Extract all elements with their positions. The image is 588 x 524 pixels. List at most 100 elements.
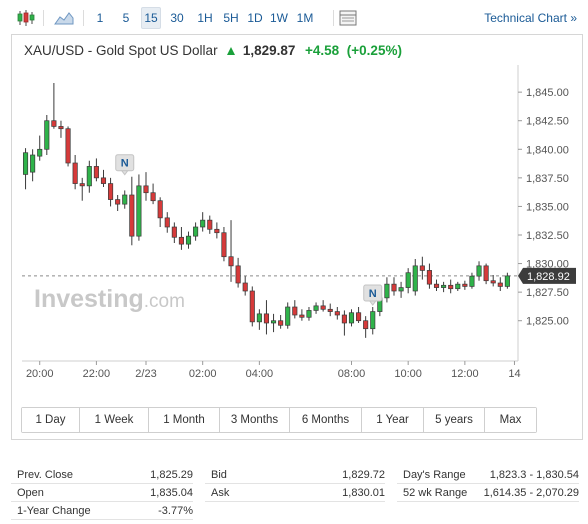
candle bbox=[441, 281, 447, 293]
interval-button-30[interactable]: 30 bbox=[170, 11, 184, 25]
candle-body bbox=[51, 120, 57, 127]
x-tick-label: 02:00 bbox=[189, 368, 217, 380]
interval-button-1h[interactable]: 1H bbox=[197, 11, 213, 25]
candle-body bbox=[228, 256, 234, 267]
stat-label: Bid bbox=[211, 469, 227, 481]
range-button-3-months[interactable]: 3 Months bbox=[220, 408, 290, 432]
candle-body bbox=[278, 320, 284, 326]
candle bbox=[490, 275, 496, 287]
interval-button-1d[interactable]: 1D bbox=[247, 11, 263, 25]
candle-body bbox=[129, 194, 135, 237]
candle-body bbox=[398, 287, 404, 292]
interval-button-1w[interactable]: 1W bbox=[270, 11, 288, 25]
watermark-part2: .com bbox=[144, 291, 185, 312]
interval-button-5[interactable]: 5 bbox=[122, 11, 130, 25]
candle-body bbox=[292, 306, 298, 316]
range-button-max[interactable]: Max bbox=[485, 408, 536, 432]
candle-body bbox=[136, 185, 142, 237]
time-range-selector: 1 Day 1 Week 1 Month 3 Months 6 Months 1 Year… bbox=[21, 407, 537, 433]
candle bbox=[348, 309, 355, 327]
candle bbox=[469, 272, 475, 289]
candle-body bbox=[263, 313, 270, 324]
candle-body bbox=[30, 154, 36, 173]
y-tick-label: 1,845.00 bbox=[526, 87, 569, 99]
candle bbox=[58, 120, 64, 138]
x-tick-label: 20:00 bbox=[26, 368, 54, 380]
interval-button-15[interactable]: 15 bbox=[141, 7, 161, 29]
candle-body bbox=[341, 314, 347, 324]
candle bbox=[30, 149, 36, 182]
investing-watermark: Investing.com bbox=[34, 285, 185, 313]
technical-chart-link[interactable]: Technical Chart » bbox=[484, 7, 577, 29]
stat-value: 1,830.01 bbox=[342, 487, 385, 499]
candle-body bbox=[37, 148, 43, 157]
candle-body bbox=[490, 280, 496, 284]
range-button-1-day[interactable]: 1 Day bbox=[22, 408, 80, 432]
range-button-6-months[interactable]: 6 Months bbox=[290, 408, 362, 432]
candle bbox=[278, 315, 284, 329]
candle-body bbox=[86, 166, 92, 187]
range-button-1-month[interactable]: 1 Month bbox=[149, 408, 220, 432]
candle-body bbox=[242, 282, 248, 292]
stat-bid: Bid 1,829.72 bbox=[205, 466, 385, 484]
stat-days-range: Day's Range 1,823.3 - 1,830.54 bbox=[397, 466, 579, 484]
candle-body bbox=[441, 284, 447, 288]
candle bbox=[242, 276, 248, 296]
range-button-1-year[interactable]: 1 Year bbox=[362, 408, 424, 432]
stat-value: 1,823.3 - 1,830.54 bbox=[489, 469, 579, 481]
x-tick-label: 22:00 bbox=[83, 368, 111, 380]
news-marker[interactable]: N bbox=[363, 284, 383, 306]
candle-body bbox=[370, 311, 376, 330]
stat-label: Ask bbox=[211, 487, 230, 499]
instrument-name: XAU/USD - Gold Spot US Dollar bbox=[24, 43, 218, 58]
interval-button-1m[interactable]: 1M bbox=[296, 11, 314, 25]
news-marker[interactable]: N bbox=[115, 154, 135, 176]
news-marker-pointer bbox=[368, 300, 377, 306]
candle-body bbox=[221, 232, 227, 258]
range-button-5-years[interactable]: 5 years bbox=[424, 408, 485, 432]
candle-body bbox=[320, 305, 326, 310]
news-marker-pointer bbox=[120, 170, 129, 176]
candle-body bbox=[462, 283, 468, 287]
candle bbox=[65, 126, 71, 167]
last-price: 1,829.87 bbox=[242, 43, 296, 58]
candle bbox=[341, 310, 347, 336]
table-icon[interactable] bbox=[337, 7, 359, 29]
candle bbox=[327, 303, 333, 317]
candle-body bbox=[200, 219, 206, 228]
candle bbox=[504, 272, 510, 289]
candle-body bbox=[306, 310, 312, 318]
candle bbox=[433, 279, 440, 291]
last-price-tag-label: 1,828.92 bbox=[527, 271, 570, 283]
candle bbox=[249, 286, 255, 327]
candle-body bbox=[348, 312, 355, 324]
news-marker-label: N bbox=[121, 158, 129, 170]
x-tick-label: 14 bbox=[508, 368, 520, 380]
news-marker-label: N bbox=[369, 288, 377, 300]
candle-body bbox=[412, 265, 418, 292]
candle-body bbox=[108, 183, 114, 200]
candle bbox=[398, 281, 404, 298]
stat-value: -3.77% bbox=[158, 505, 193, 517]
candle-body bbox=[214, 228, 220, 234]
candle-body bbox=[313, 305, 319, 311]
candle bbox=[370, 307, 376, 335]
candle bbox=[256, 309, 262, 330]
candle bbox=[419, 256, 425, 280]
y-tick-label: 1,842.50 bbox=[526, 116, 569, 128]
price-chart[interactable]: 1,825.00 1,827.50 1,830.00 1,832.50 1,835.00… bbox=[12, 35, 584, 405]
candle-body bbox=[433, 283, 440, 288]
candlestick-icon[interactable] bbox=[15, 7, 37, 29]
stat-label: Day's Range bbox=[403, 469, 466, 481]
candle bbox=[108, 177, 114, 207]
candle-body bbox=[270, 320, 277, 324]
mountain-chart-icon[interactable] bbox=[53, 7, 75, 29]
candle-body bbox=[22, 152, 29, 175]
interval-button-1[interactable]: 1 bbox=[96, 11, 104, 25]
candle bbox=[164, 212, 170, 233]
candle-body bbox=[72, 162, 78, 184]
range-button-1-week[interactable]: 1 Week bbox=[80, 408, 149, 432]
candle bbox=[299, 309, 305, 321]
candle bbox=[426, 263, 432, 289]
interval-button-5h[interactable]: 5H bbox=[223, 11, 239, 25]
